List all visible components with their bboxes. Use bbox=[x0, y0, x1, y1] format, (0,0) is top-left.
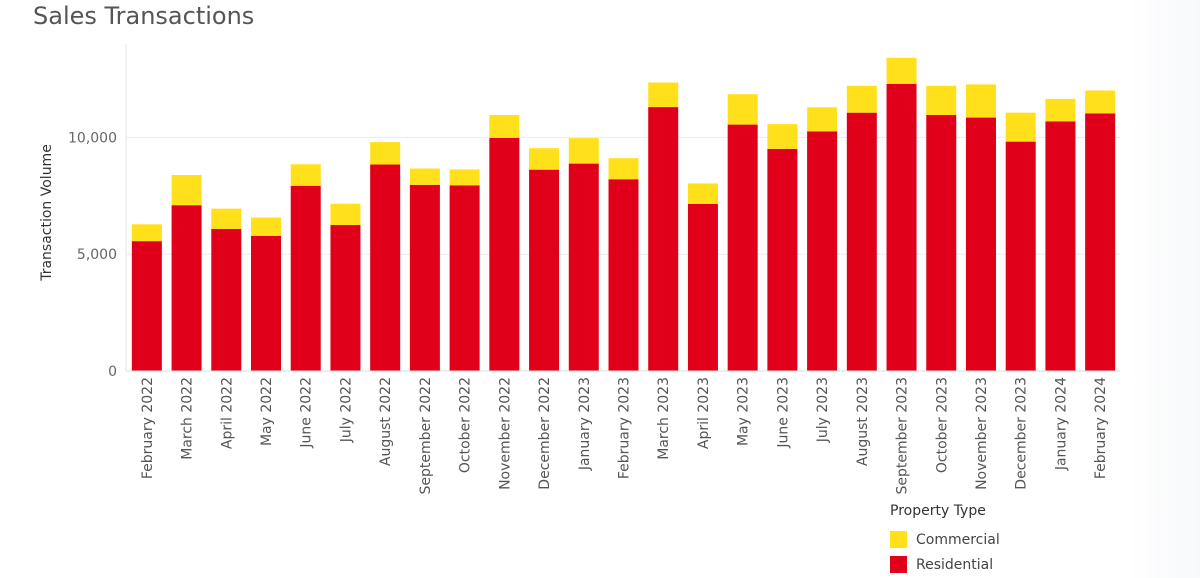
bar-residential bbox=[846, 112, 877, 372]
x-tick-label: March 2023 bbox=[656, 377, 672, 460]
legend: Property Type Commercial Residential bbox=[890, 503, 1000, 577]
bar-commercial bbox=[807, 107, 838, 132]
bar-residential bbox=[131, 241, 162, 371]
bar-commercial bbox=[926, 85, 957, 116]
bar-commercial bbox=[1045, 98, 1076, 122]
x-tick-label: September 2023 bbox=[895, 377, 911, 494]
bar-residential bbox=[171, 205, 202, 371]
bar-residential bbox=[1085, 113, 1116, 371]
y-axis-label: Transaction Volume bbox=[39, 144, 55, 282]
y-tick-label: 10,000 bbox=[68, 130, 117, 146]
bar-residential bbox=[687, 203, 718, 371]
bar-residential bbox=[727, 124, 758, 371]
bar-residential bbox=[449, 185, 480, 371]
legend-label-commercial: Commercial bbox=[916, 531, 1000, 548]
legend-label-residential: Residential bbox=[916, 556, 994, 573]
chart-title: Sales Transactions bbox=[33, 2, 255, 30]
x-tick-label: October 2022 bbox=[458, 377, 474, 473]
bar-commercial bbox=[608, 158, 639, 180]
x-tick-label: September 2022 bbox=[418, 377, 434, 494]
x-tick-label: February 2022 bbox=[140, 377, 156, 479]
bar-commercial bbox=[330, 203, 361, 226]
x-tick-label: March 2022 bbox=[180, 377, 196, 460]
x-tick-label: May 2023 bbox=[736, 377, 752, 446]
bar-residential bbox=[767, 148, 798, 371]
bar-commercial bbox=[370, 142, 401, 165]
x-tick-label: October 2023 bbox=[934, 377, 950, 473]
x-tick-label: November 2022 bbox=[497, 377, 513, 490]
bar-commercial bbox=[251, 217, 282, 236]
bar-commercial bbox=[846, 85, 877, 113]
y-tick-label: 0 bbox=[108, 364, 117, 380]
bar-residential bbox=[290, 185, 321, 371]
x-tick-label: June 2023 bbox=[775, 377, 791, 449]
bar-residential bbox=[1045, 121, 1076, 372]
bar-commercial bbox=[727, 94, 758, 125]
bar-commercial bbox=[1085, 90, 1116, 114]
x-tick-label: January 2024 bbox=[1053, 377, 1069, 471]
x-tick-label: February 2024 bbox=[1093, 377, 1109, 479]
bar-residential bbox=[1005, 141, 1036, 371]
background-decoration bbox=[1130, 0, 1200, 578]
bar-commercial bbox=[965, 84, 996, 118]
bar-commercial bbox=[1005, 112, 1036, 142]
legend-swatch-residential bbox=[890, 556, 907, 573]
bar-residential bbox=[489, 137, 520, 371]
bar-commercial bbox=[886, 57, 917, 84]
bar-commercial bbox=[290, 164, 321, 186]
bar-residential bbox=[251, 235, 282, 371]
x-tick-label: November 2023 bbox=[974, 377, 990, 490]
x-tick-label: July 2023 bbox=[815, 377, 831, 443]
x-tick-label: August 2022 bbox=[378, 377, 394, 466]
bar-residential bbox=[211, 228, 242, 371]
x-tick-label: December 2023 bbox=[1014, 377, 1030, 490]
x-tick-label: June 2022 bbox=[299, 377, 315, 449]
bar-commercial bbox=[409, 168, 440, 185]
bar-commercial bbox=[767, 124, 798, 149]
bar-residential bbox=[608, 179, 639, 371]
x-tick-label: August 2023 bbox=[855, 377, 871, 466]
bar-residential bbox=[965, 117, 996, 371]
x-tick-label: January 2023 bbox=[577, 377, 593, 471]
legend-item-commercial[interactable]: Commercial bbox=[890, 527, 1000, 552]
bar-commercial bbox=[211, 208, 242, 229]
x-tick-label: July 2022 bbox=[338, 377, 354, 443]
bar-residential bbox=[886, 83, 917, 372]
x-tick-label: April 2023 bbox=[696, 377, 712, 449]
bar-residential bbox=[807, 131, 838, 371]
bar-residential bbox=[926, 115, 957, 372]
bar-commercial bbox=[171, 175, 202, 206]
y-tick-label: 5,000 bbox=[77, 247, 117, 263]
bar-commercial bbox=[687, 183, 718, 204]
legend-swatch-commercial bbox=[890, 531, 907, 548]
bar-residential bbox=[529, 169, 560, 371]
legend-title: Property Type bbox=[890, 503, 986, 519]
x-tick-label: February 2023 bbox=[617, 377, 633, 479]
x-tick-label: May 2022 bbox=[259, 377, 275, 446]
bar-commercial bbox=[568, 138, 599, 164]
bar-commercial bbox=[489, 115, 520, 138]
bar-residential bbox=[648, 107, 679, 372]
legend-item-residential[interactable]: Residential bbox=[890, 552, 1000, 577]
x-tick-label: April 2022 bbox=[219, 377, 235, 449]
bar-commercial bbox=[449, 169, 480, 186]
bar-residential bbox=[330, 225, 361, 371]
x-tick-label: December 2022 bbox=[537, 377, 553, 490]
bar-commercial bbox=[529, 148, 560, 170]
bar-commercial bbox=[131, 224, 162, 242]
bar-residential bbox=[370, 164, 401, 371]
bar-commercial bbox=[648, 82, 679, 108]
bar-residential bbox=[409, 184, 440, 371]
bar-residential bbox=[568, 163, 599, 371]
